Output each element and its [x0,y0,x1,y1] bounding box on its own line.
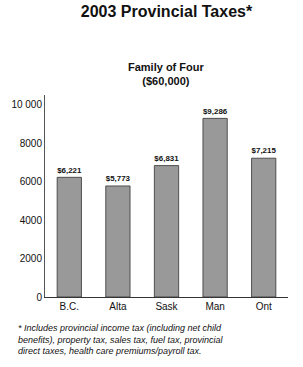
svg-text:6000: 6000 [20,176,43,187]
svg-text:Man: Man [205,301,224,312]
svg-text:2000: 2000 [20,253,43,264]
svg-text:B.C.: B.C. [60,301,79,312]
svg-text:$6,221: $6,221 [57,166,82,175]
svg-text:Alta: Alta [109,301,127,312]
svg-text:Family of Four($60,000): Family of Four($60,000) [128,61,205,87]
svg-text:2003 Provincial Taxes*: 2003 Provincial Taxes* [81,3,253,20]
svg-text:10 000: 10 000 [11,99,42,110]
svg-text:$6,831: $6,831 [154,154,179,163]
svg-text:0: 0 [36,292,42,303]
svg-text:* Includes provincial income t: * Includes provincial income tax (includ… [18,323,224,356]
svg-text:$5,773: $5,773 [106,174,131,183]
svg-text:Ont: Ont [256,301,272,312]
svg-text:$7,215: $7,215 [252,146,277,155]
svg-text:$9,286: $9,286 [203,107,228,116]
svg-text:8000: 8000 [20,138,43,149]
svg-text:4000: 4000 [20,215,43,226]
svg-text:Sask: Sask [155,301,178,312]
